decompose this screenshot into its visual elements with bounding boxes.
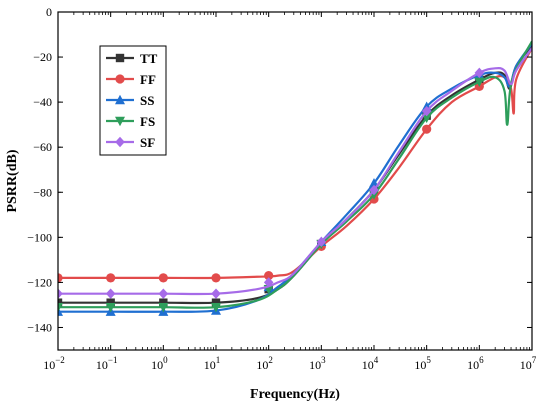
legend-fs-marker xyxy=(115,116,125,127)
series-fs-point xyxy=(105,302,116,313)
series-ff-point xyxy=(211,273,221,283)
series-sf-point xyxy=(158,288,169,299)
legend-tt-label: TT xyxy=(140,51,158,66)
x-tick-label: 102 xyxy=(256,355,273,372)
series-sf xyxy=(58,47,532,299)
series-sf-point xyxy=(263,277,274,288)
series-sf-point xyxy=(105,288,116,299)
x-tick-label: 101 xyxy=(204,355,221,372)
legend-item-tt: TT xyxy=(106,51,158,66)
series-tt-point xyxy=(159,298,168,307)
series-ff-point xyxy=(58,273,63,283)
legend: TT FF SS FS SF xyxy=(99,45,167,156)
legend-item-sf: SF xyxy=(106,135,155,150)
x-tick-label: 105 xyxy=(414,355,431,372)
y-tick-label: −140 xyxy=(27,320,52,334)
legend-item-fs: FS xyxy=(106,114,155,129)
legend-sf-marker xyxy=(115,136,125,148)
x-tick-label: 103 xyxy=(309,355,326,372)
legend-tt-marker xyxy=(115,53,125,63)
series-ff-point xyxy=(422,124,432,134)
legend-item-ss: SS xyxy=(106,93,154,108)
series-sf-point xyxy=(369,184,379,196)
legend-ss-marker xyxy=(115,94,125,105)
y-tick-label: 0 xyxy=(46,5,52,19)
y-tick-label: −120 xyxy=(27,275,52,289)
axis-ticks: 10−2 10−1 100 101 102 103 104 105 106 107 0 −20 −40 −… xyxy=(27,5,537,372)
series-ff-point xyxy=(106,273,116,283)
x-tick-label: 100 xyxy=(151,355,168,372)
series-fs-point xyxy=(211,302,221,313)
x-tick-label: 104 xyxy=(362,355,379,372)
series-sf-point xyxy=(58,288,63,299)
legend-item-ff: FF xyxy=(106,72,156,87)
y-tick-label: −100 xyxy=(27,230,52,244)
legend-ff-marker xyxy=(115,74,125,84)
series-ff-point xyxy=(158,273,168,283)
series-ff-point xyxy=(264,271,274,281)
series-sf-point xyxy=(211,288,221,299)
series-sf-point xyxy=(316,236,327,248)
y-axis-title: PSRR(dB) xyxy=(5,149,20,212)
series-fs-point xyxy=(474,77,485,88)
series-fs-point xyxy=(58,302,63,313)
series-sf-point xyxy=(421,105,432,117)
legend-fs-label: FS xyxy=(140,114,155,129)
x-tick-label: 10−2 xyxy=(43,355,65,372)
y-tick-label: −60 xyxy=(33,140,52,154)
x-tick-label: 106 xyxy=(467,355,484,372)
legend-ss-label: SS xyxy=(140,93,154,108)
series-tt-point xyxy=(58,298,63,307)
x-tick-label: 10−1 xyxy=(96,355,118,372)
legend-sf-label: SF xyxy=(140,135,155,150)
series-fs-point xyxy=(158,302,169,313)
y-tick-label: −20 xyxy=(33,50,52,64)
legend-ff-label: FF xyxy=(140,72,156,87)
series-layer xyxy=(58,40,532,316)
y-tick-label: −80 xyxy=(33,185,52,199)
series-tt-point xyxy=(106,298,115,307)
x-tick-label: 107 xyxy=(520,355,537,372)
y-tick-label: −40 xyxy=(33,95,52,109)
x-axis-title: Frequency(Hz) xyxy=(250,387,340,402)
series-fs-point xyxy=(421,113,432,124)
series-tt-point xyxy=(211,298,221,307)
series-sf-point xyxy=(474,67,485,79)
plot-border xyxy=(57,11,533,351)
plot-frame xyxy=(57,11,533,351)
